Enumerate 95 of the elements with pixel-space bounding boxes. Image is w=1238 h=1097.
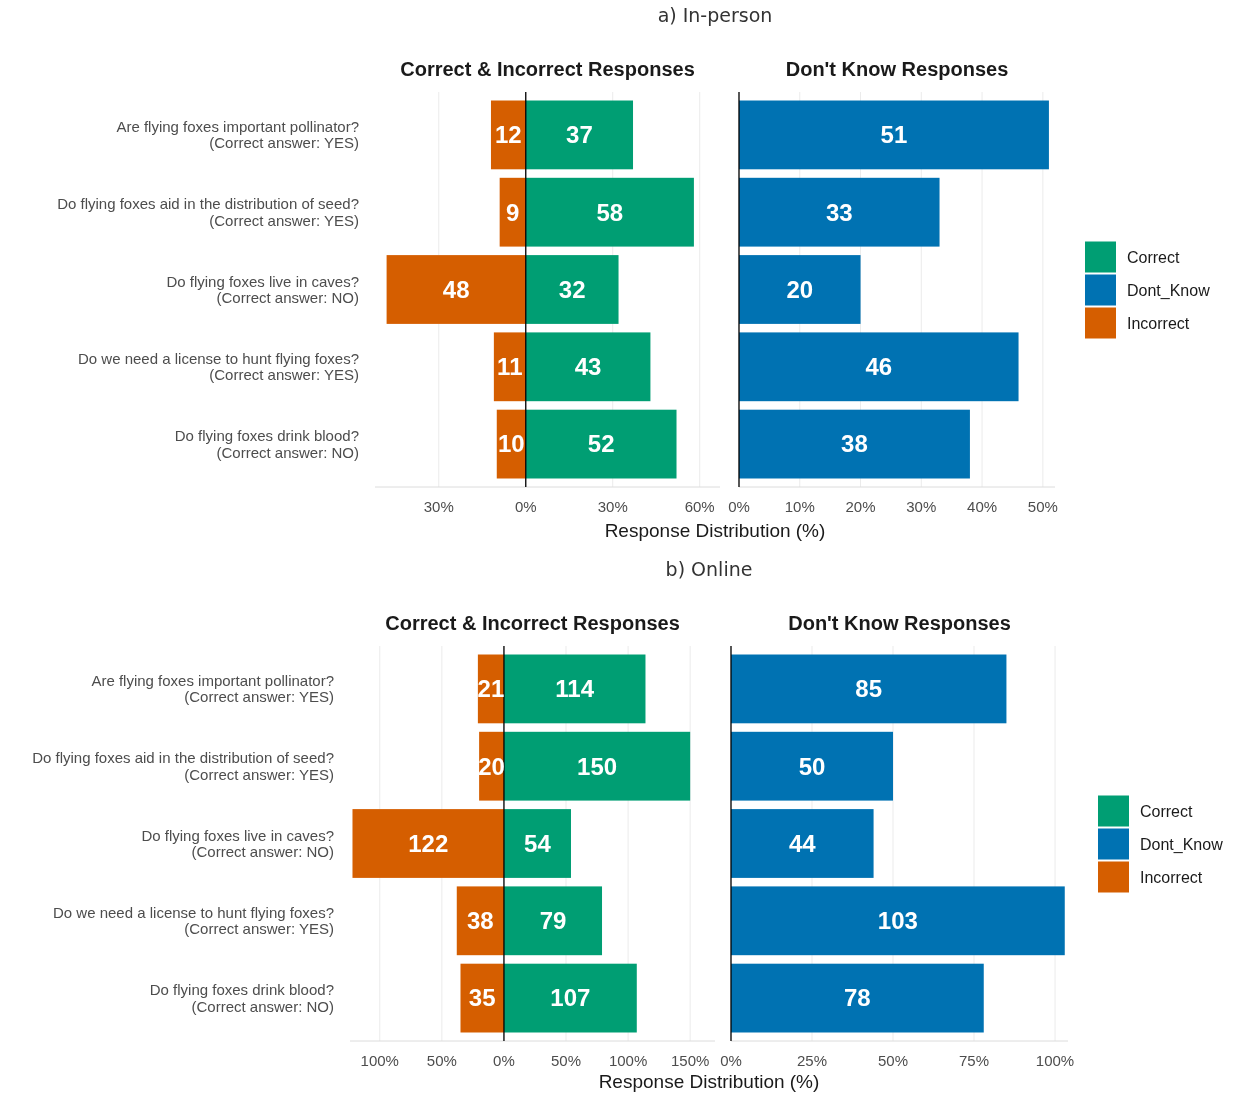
bar [525, 409, 677, 479]
bar [352, 809, 504, 878]
x-tick-label: 0% [493, 1052, 515, 1069]
data-label: 38 [841, 430, 868, 458]
data-label: 85 [855, 675, 883, 703]
legend-label: Incorrect [1140, 869, 1203, 887]
bar [739, 255, 861, 324]
text: 10 [497, 430, 525, 458]
x-tick-label: 30% [597, 498, 628, 515]
text: 9 [506, 198, 520, 226]
x-axis-title: Response Distribution (%) [604, 520, 826, 541]
text: 37 [566, 121, 593, 149]
x-tick-label: 0% [728, 498, 750, 515]
x-tick-label: 50% [426, 1052, 457, 1069]
bar [525, 177, 694, 247]
x-tick-label: 75% [959, 1052, 990, 1069]
y-tick-label: Are flying foxes important pollinator? (Correct answer: YES) [116, 117, 359, 152]
data-label: 78 [844, 984, 871, 1012]
text: 35 [468, 984, 496, 1012]
y-tick-label: Are flying foxes important pollinator? (Correct answer: YES) [91, 671, 334, 706]
y-tick-label: Do flying foxes aid in the distribution of seed? (Correct answer: YES) [57, 195, 359, 229]
y-tick-label: Do we need a license to hunt flying foxes? (Correct answer: YES) [52, 903, 334, 938]
data-label: 33 [825, 198, 853, 226]
x-tick-label: 100% [360, 1052, 399, 1069]
x-tick-label: 50% [1027, 498, 1058, 515]
legend-label: Dont_Know [1140, 836, 1224, 855]
text: 38 [467, 907, 494, 935]
x-tick-label: 40% [967, 498, 998, 515]
y-tick-label: Do flying foxes live in caves? (Correct answer: NO) [166, 272, 359, 306]
x-tick-label: 30% [423, 498, 454, 515]
text: 79 [539, 907, 567, 935]
x-tick-label: 25% [796, 1052, 828, 1069]
bar [731, 886, 1065, 956]
bar [525, 100, 634, 170]
bar [739, 177, 940, 247]
y-tick-label: Do flying foxes aid in the distribution of seed? (Correct answer: YES) [32, 749, 334, 783]
bar [525, 332, 651, 402]
data-label: 103 [877, 907, 918, 935]
legend-label: Dont_Know [1127, 282, 1211, 301]
text: 58 [596, 198, 624, 226]
x-tick-label: 100% [608, 1052, 648, 1069]
x-axis-title: Response Distribution (%) [598, 1071, 820, 1092]
chart-title: Correct & Incorrect Responses [400, 58, 695, 80]
y-tick-label: Do flying foxes live in caves? (Correct answer: NO) [141, 826, 334, 860]
text: 114 [555, 675, 595, 703]
text: 122 [408, 829, 449, 857]
text: 107 [550, 984, 591, 1012]
x-tick-label: 20% [845, 498, 876, 515]
bar [503, 654, 646, 724]
text: a) In-person [657, 4, 773, 26]
text: b) Online [665, 558, 753, 580]
x-tick-label: 0% [720, 1052, 742, 1069]
y-tick-label: Do flying foxes drink blood? (Correct answer: NO) [149, 981, 334, 1015]
text: 32 [558, 275, 586, 303]
bar [739, 332, 1019, 402]
legend-label: Correct [1127, 249, 1181, 267]
data-label: 51 [880, 121, 908, 149]
bar [731, 654, 1007, 724]
text: 48 [442, 275, 470, 303]
x-tick-label: 100% [1035, 1052, 1075, 1069]
x-tick-label: 50% [878, 1052, 909, 1069]
bar [503, 886, 603, 956]
x-tick-label: 150% [670, 1052, 710, 1069]
y-tick-label: Do we need a license to hunt flying foxes? (Correct answer: YES) [77, 349, 359, 384]
x-tick-label: 0% [514, 498, 537, 515]
x-tick-label: 30% [906, 498, 937, 515]
bar [503, 963, 637, 1033]
chart-title: Don't Know Responses [788, 612, 1011, 634]
text: 11 [497, 353, 523, 381]
legend-label: Incorrect [1127, 315, 1190, 333]
text: 150 [577, 752, 618, 780]
bar [731, 963, 984, 1033]
bar [503, 809, 571, 878]
bar [731, 731, 894, 801]
x-tick-label: 60% [684, 498, 715, 515]
bar [525, 255, 619, 324]
text: 12 [495, 121, 522, 149]
data-label: 46 [865, 353, 893, 381]
data-label: 44 [788, 829, 817, 857]
text: 52 [587, 430, 615, 458]
text: 43 [574, 353, 602, 381]
bar [739, 409, 970, 479]
x-tick-label: 50% [551, 1052, 582, 1069]
chart-title: Don't Know Responses [785, 58, 1009, 80]
bar [503, 731, 691, 801]
bar [731, 809, 874, 878]
bar [386, 255, 526, 324]
legend-label: Correct [1140, 803, 1194, 821]
chart-title: Correct & Incorrect Responses [385, 612, 680, 634]
data-label: 50 [798, 752, 826, 780]
x-tick-label: 10% [784, 498, 815, 515]
data-label: 20 [786, 275, 814, 303]
text: 54 [524, 829, 551, 857]
bar [739, 100, 1049, 170]
y-tick-label: Do flying foxes drink blood? (Correct answer: NO) [174, 427, 359, 461]
